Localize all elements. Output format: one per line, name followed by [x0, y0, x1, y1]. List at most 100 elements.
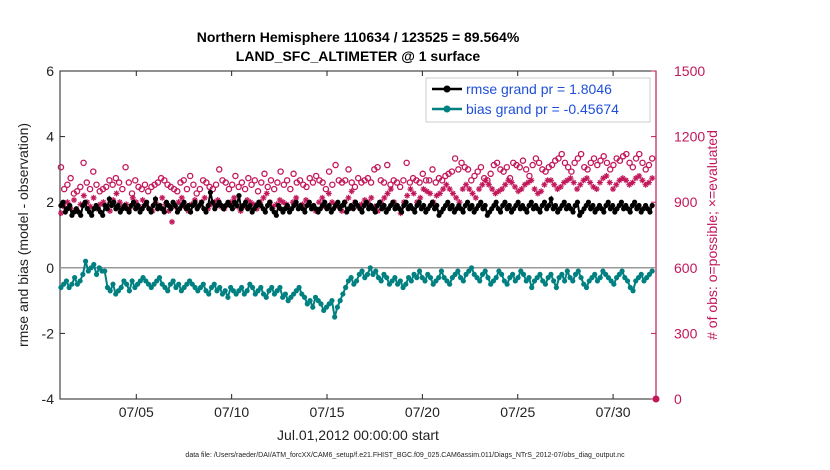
- rmse-point: [390, 199, 396, 205]
- bias-point: [107, 288, 113, 294]
- obs-evaluated-point: [645, 179, 652, 186]
- obs-possible-point: [306, 174, 313, 182]
- obs-possible-point: [332, 161, 339, 169]
- rmse-point: [199, 199, 205, 205]
- star-stroke: [571, 179, 577, 186]
- obs-possible-point: [296, 177, 304, 184]
- bias-point: [129, 278, 135, 284]
- obs-evaluated-point: [485, 181, 492, 188]
- bias-point: [373, 268, 379, 274]
- bias-point: [367, 265, 373, 271]
- obs-possible-point: [574, 155, 582, 162]
- obs-evaluated-point: [325, 190, 332, 197]
- bias-point: [200, 281, 206, 287]
- obs-possible-point: [248, 181, 255, 188]
- obs-possible-point: [471, 172, 478, 180]
- obs-evaluated-point: [159, 194, 166, 201]
- bias-point: [277, 284, 283, 291]
- obs-possible-point: [80, 159, 87, 167]
- rmse-point: [502, 199, 508, 205]
- bias-point: [493, 275, 499, 281]
- obs-possible-point: [77, 183, 84, 191]
- star-stroke: [260, 195, 266, 201]
- obs-evaluated-point: [276, 197, 283, 204]
- obs-evaluated-point: [384, 190, 391, 197]
- star-stroke: [541, 182, 547, 188]
- left-tick-label: 6: [46, 63, 54, 79]
- bias-point: [378, 278, 384, 284]
- rmse-point: [546, 202, 552, 209]
- bias-point: [427, 275, 434, 281]
- rmse-point: [445, 199, 451, 205]
- obs-evaluated-point: [593, 186, 600, 193]
- bias-point: [408, 278, 414, 284]
- obs-evaluated-point: [560, 179, 567, 186]
- star-stroke: [473, 195, 479, 201]
- obs-evaluated-point: [348, 188, 355, 195]
- rmse-point: [150, 202, 156, 209]
- star-stroke: [277, 197, 283, 203]
- rmse-point: [207, 189, 214, 195]
- star-stroke: [463, 182, 469, 188]
- obs-possible-point: [548, 161, 556, 169]
- bias-point: [222, 288, 228, 294]
- rmse-point: [627, 209, 633, 215]
- obs-possible-point: [119, 185, 126, 193]
- star-stroke: [319, 195, 325, 201]
- star-stroke: [443, 182, 449, 188]
- obs-possible-point: [348, 179, 355, 186]
- bias-point: [263, 294, 269, 300]
- obs-possible-point: [396, 183, 404, 191]
- star-stroke: [427, 190, 433, 196]
- star-stroke: [623, 177, 629, 183]
- rmse-point: [493, 199, 499, 205]
- obs-evaluated-point: [260, 194, 267, 201]
- obs-possible-point: [196, 185, 204, 193]
- legend-rmse-label: rmse grand pr = 1.8046: [466, 81, 612, 97]
- obs-evaluated-point: [479, 181, 486, 188]
- obs-possible-point: [639, 159, 646, 167]
- rmse-point: [460, 209, 466, 215]
- obs-evaluated-point: [139, 197, 146, 204]
- obs-possible-point: [258, 179, 265, 186]
- obs-possible-point: [364, 174, 372, 182]
- rmse-point: [302, 209, 308, 215]
- y-axis-label-left: rmse and bias (model - observation): [15, 123, 31, 347]
- star-stroke: [564, 177, 570, 183]
- obs-possible-point: [125, 179, 133, 186]
- star-stroke: [561, 179, 567, 186]
- rmse-point: [416, 199, 422, 205]
- rmse-point: [322, 199, 328, 205]
- obs-possible-point: [203, 179, 210, 186]
- star-stroke: [466, 186, 472, 192]
- obs-evaluated-point: [541, 181, 548, 188]
- bias-point: [249, 284, 256, 291]
- obs-possible-point: [468, 177, 475, 184]
- bias-point: [206, 291, 212, 297]
- bias-point: [384, 275, 390, 281]
- obs-possible-point: [529, 161, 536, 169]
- rmse-point: [100, 212, 106, 218]
- obs-evaluated-point: [609, 186, 616, 193]
- rmse-point: [610, 202, 616, 209]
- obs-possible-point: [290, 170, 297, 178]
- star-stroke: [476, 186, 482, 192]
- obs-possible-point: [500, 168, 507, 175]
- obs-evaluated-point: [600, 175, 607, 182]
- rmse-point: [412, 209, 418, 215]
- obs-possible-point: [183, 185, 191, 193]
- left-tick-label: 2: [46, 194, 54, 210]
- data-file-footnote: data file: /Users/raeder/DAI/ATM_forcXX/…: [185, 452, 625, 459]
- star-stroke: [538, 188, 544, 194]
- bias-point: [436, 275, 442, 281]
- obs-evaluated-point: [551, 181, 558, 188]
- obs-possible-point: [636, 150, 643, 158]
- obs-possible-point: [90, 168, 97, 175]
- star-stroke: [169, 219, 175, 225]
- obs-possible-point: [616, 157, 624, 164]
- obs-possible-point: [522, 166, 530, 173]
- star-stroke: [381, 195, 387, 201]
- obs-possible-point: [287, 185, 294, 193]
- obs-possible-point: [571, 159, 578, 167]
